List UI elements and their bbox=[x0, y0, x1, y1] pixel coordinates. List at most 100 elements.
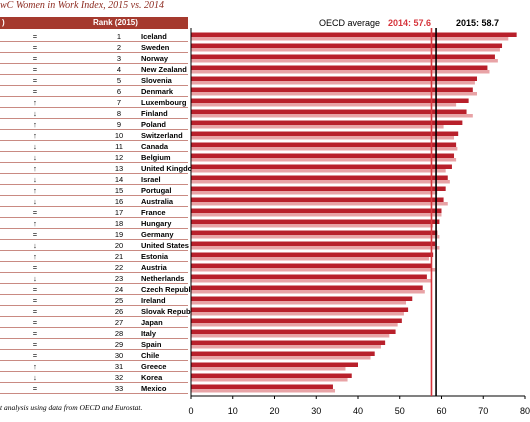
bar-2014 bbox=[191, 301, 407, 305]
change-indicator: = bbox=[32, 230, 38, 239]
bar-2014 bbox=[191, 202, 448, 206]
bar-2014 bbox=[191, 103, 457, 107]
bar-2014 bbox=[191, 345, 381, 349]
row-divider bbox=[0, 338, 188, 339]
change-indicator: = bbox=[32, 296, 38, 305]
rank-value: 1 bbox=[116, 32, 122, 41]
rank-value: 27 bbox=[114, 318, 124, 327]
table-row: ↓ 20 United States bbox=[0, 240, 189, 251]
row-divider bbox=[0, 272, 188, 273]
country-name: Canada bbox=[141, 142, 169, 151]
bar-2015 bbox=[191, 285, 423, 290]
rank-value: 16 bbox=[114, 197, 124, 206]
change-indicator: = bbox=[32, 351, 38, 360]
bar-2014 bbox=[191, 378, 348, 382]
chart-title: wC Women in Work Index, 2015 vs. 2014 bbox=[0, 0, 164, 11]
country-name: Korea bbox=[141, 373, 163, 382]
x-tick-label: 0 bbox=[188, 406, 193, 416]
x-tick-label: 50 bbox=[395, 406, 405, 416]
bar-2015 bbox=[191, 351, 375, 356]
table-row: ↑ 18 Hungary bbox=[0, 218, 188, 229]
bar-2014 bbox=[191, 169, 446, 173]
country-name: Norway bbox=[141, 54, 169, 63]
bar-2014 bbox=[191, 389, 336, 393]
x-tick-label: 20 bbox=[269, 406, 279, 416]
bar-2015 bbox=[191, 65, 488, 70]
table-row: ↓ 12 Belgium bbox=[0, 152, 188, 163]
x-tick-label: 60 bbox=[436, 406, 446, 416]
bar-2014 bbox=[191, 235, 440, 239]
change-indicator: ↓ bbox=[33, 373, 37, 382]
row-divider bbox=[0, 371, 188, 372]
bar-2015 bbox=[191, 219, 440, 224]
change-indicator: ↑ bbox=[33, 362, 37, 371]
table-row: ↓ 14 Israel bbox=[0, 174, 188, 185]
bar-2015 bbox=[191, 120, 463, 125]
country-name: Denmark bbox=[141, 87, 174, 96]
row-divider bbox=[0, 316, 188, 317]
change-indicator: = bbox=[32, 54, 38, 63]
row-divider bbox=[0, 96, 188, 97]
change-indicator: ↓ bbox=[33, 197, 37, 206]
country-name: Austria bbox=[141, 263, 167, 272]
table-row: = 5 Slovenia bbox=[0, 75, 188, 86]
rank-value: 31 bbox=[114, 362, 124, 371]
country-name: Slovenia bbox=[141, 76, 172, 85]
rank-value: 29 bbox=[114, 340, 124, 349]
rank-value: 14 bbox=[114, 175, 124, 184]
bar-2015 bbox=[191, 186, 446, 191]
bar-2015 bbox=[191, 252, 434, 257]
change-indicator: = bbox=[32, 340, 38, 349]
bar-2014 bbox=[191, 158, 457, 162]
country-name: Czech Republic bbox=[141, 285, 197, 294]
bar-2015 bbox=[191, 318, 402, 323]
change-indicator: = bbox=[32, 329, 38, 338]
table-row: ↓ 8 Finland bbox=[0, 108, 188, 119]
table-row: = 1 Iceland bbox=[0, 31, 188, 42]
change-indicator: ↑ bbox=[33, 98, 37, 107]
row-divider bbox=[0, 239, 188, 240]
country-name: Luxembourg bbox=[141, 98, 187, 107]
table-row: ↑ 15 Portugal bbox=[0, 185, 188, 196]
table-row: ↑ 10 Switzerland bbox=[0, 130, 188, 141]
bar-2014 bbox=[191, 147, 458, 151]
bar-2015 bbox=[191, 54, 495, 59]
row-divider bbox=[0, 261, 188, 262]
row-divider bbox=[0, 162, 188, 163]
country-name: United States bbox=[141, 241, 189, 250]
row-divider bbox=[0, 360, 188, 361]
country-name: Slovak Republic bbox=[141, 307, 199, 316]
change-indicator: = bbox=[32, 87, 38, 96]
change-indicator: = bbox=[32, 318, 38, 327]
change-indicator: ↑ bbox=[33, 164, 37, 173]
rank-value: 18 bbox=[114, 219, 124, 228]
row-divider bbox=[0, 228, 188, 229]
bar-2014 bbox=[191, 356, 371, 360]
table-row: = 2 Sweden bbox=[0, 42, 188, 53]
change-indicator: = bbox=[32, 285, 38, 294]
rank-value: 30 bbox=[114, 351, 124, 360]
row-divider bbox=[0, 349, 188, 350]
row-divider bbox=[0, 393, 188, 394]
bar-2014 bbox=[191, 334, 390, 338]
change-indicator: ↑ bbox=[33, 186, 37, 195]
bar-2014 bbox=[191, 81, 475, 85]
change-indicator: ↓ bbox=[33, 142, 37, 151]
table-row: = 4 New Zealand bbox=[0, 64, 188, 75]
change-indicator: ↑ bbox=[33, 131, 37, 140]
table-row: ↑ 31 Greece bbox=[0, 361, 188, 372]
row-divider bbox=[0, 173, 188, 174]
row-divider bbox=[0, 305, 188, 306]
change-indicator: ↓ bbox=[33, 109, 37, 118]
table-row: = 33 Mexico bbox=[0, 383, 188, 394]
rank-value: 4 bbox=[116, 65, 122, 74]
bar-2015 bbox=[191, 274, 427, 279]
row-divider bbox=[0, 327, 188, 328]
oecd-average-2014-label: 2014: 57.6 bbox=[388, 18, 431, 28]
row-divider bbox=[0, 217, 188, 218]
rank-value: 10 bbox=[114, 131, 124, 140]
country-name: Ireland bbox=[141, 296, 166, 305]
change-indicator: = bbox=[32, 76, 38, 85]
rank-value: 11 bbox=[115, 142, 123, 151]
